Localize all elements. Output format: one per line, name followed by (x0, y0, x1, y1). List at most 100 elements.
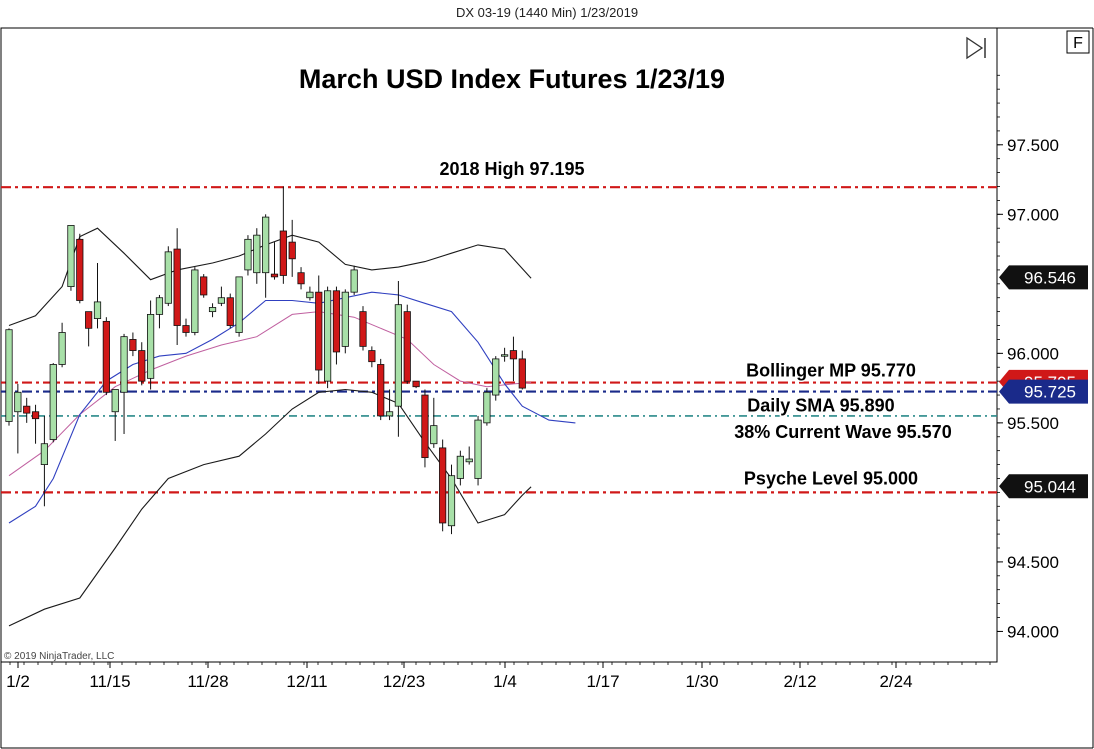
candle-16 (146, 300, 155, 390)
y-axis: 97.500 97.000 96.000 95.500 94.500 94.000 (997, 74, 1059, 641)
candle-body (191, 269, 199, 333)
series-bollinger_lower (8, 388, 532, 627)
copyright-text: © 2019 NinjaTrader, LLC (4, 651, 114, 662)
candle-51 (456, 450, 464, 486)
candle-body (217, 297, 225, 304)
candle-46 (412, 380, 420, 389)
candle-body (262, 216, 270, 274)
skip-to-end-icon[interactable] (962, 34, 992, 60)
candle-34 (306, 286, 314, 301)
candle-13 (120, 333, 128, 434)
candle-2 (23, 397, 31, 423)
candle-body (270, 273, 279, 278)
candle-body (465, 458, 473, 463)
candle-body (129, 339, 137, 351)
candle-body (456, 455, 464, 479)
candle-3 (31, 404, 40, 444)
candle-47 (421, 389, 429, 468)
price-marker-2: 95.725 (999, 379, 1088, 404)
candle-32 (288, 219, 296, 277)
x-tick-label: 12/23 (383, 672, 426, 691)
candle-body (182, 325, 190, 333)
candle-50 (447, 464, 456, 535)
candle-55 (492, 356, 500, 401)
candle-body (67, 225, 75, 288)
candle-body (315, 291, 323, 371)
candle-body (164, 251, 172, 304)
candle-56 (500, 347, 509, 362)
candle-28 (253, 228, 261, 284)
x-axis: 1/2 11/15 11/28 12/11 12/23 1/4 1/17 1/30 2/12 2/… (6, 662, 991, 691)
candle-body (244, 238, 252, 271)
candle-body (14, 391, 22, 413)
candle-body (138, 350, 146, 382)
candle-36 (323, 286, 332, 389)
x-tick-label: 1/4 (493, 672, 517, 691)
candle-body (76, 238, 84, 301)
candle-25 (226, 293, 234, 329)
candle-body (49, 364, 57, 440)
candle-45 (403, 304, 411, 384)
candle-body (323, 290, 332, 382)
candle-body (421, 394, 429, 459)
candle-body (173, 248, 181, 326)
series-sma (8, 291, 576, 524)
candle-body (146, 314, 155, 379)
candle-24 (217, 286, 225, 307)
x-tick-label: 1/17 (586, 672, 619, 691)
y-tick-label: 95.500 (1007, 414, 1059, 433)
candle-44 (394, 281, 403, 437)
candle-26 (235, 276, 243, 337)
candle-27 (244, 235, 252, 276)
x-tick-label: 2/12 (783, 672, 816, 691)
price-marker-3: 95.044 (999, 474, 1088, 499)
candle-body (155, 297, 164, 315)
svg-text:F: F (1073, 35, 1083, 52)
candle-body (200, 276, 208, 296)
candle-body (5, 329, 13, 422)
candle-53 (474, 415, 482, 486)
candle-body (474, 419, 482, 479)
candle-37 (332, 286, 341, 365)
candle-body (439, 447, 447, 524)
y-tick-label: 96.000 (1007, 344, 1059, 363)
x-tick-label: 11/15 (89, 672, 130, 691)
price-marker-box (999, 379, 1088, 404)
level-label-1: Bollinger MP 95.770 (746, 361, 916, 381)
candle-body (403, 311, 411, 382)
candle-21 (191, 267, 199, 336)
plot-frame (0, 27, 998, 663)
candle-body (93, 301, 102, 319)
price-marker-box (999, 474, 1088, 499)
y-tick-label: 97.500 (1007, 136, 1059, 155)
x-tick-label: 1/2 (6, 672, 30, 691)
candle-body (394, 304, 403, 407)
candle-38 (341, 289, 349, 354)
level-label-0: 2018 High 97.195 (439, 159, 584, 179)
level-label-4: Psyche Level 95.000 (744, 468, 918, 488)
candle-12 (111, 389, 119, 441)
candle-body (120, 336, 128, 393)
candle-7 (67, 225, 75, 291)
level-label-3: 38% Current Wave 95.570 (734, 422, 951, 442)
candle-body (377, 364, 385, 417)
candle-10 (93, 262, 102, 329)
candle-19 (173, 228, 181, 345)
candles (5, 186, 526, 535)
candle-body (23, 405, 31, 414)
candle-18 (164, 246, 172, 307)
candle-body (40, 443, 49, 465)
candle-body (509, 350, 518, 360)
level-labels: 2018 High 97.195 Bollinger MP 95.770 Daily… (438, 158, 953, 490)
candle-11 (102, 317, 110, 396)
candle-body (208, 307, 217, 313)
candle-body (483, 391, 491, 424)
candle-0 (5, 328, 13, 426)
candle-4 (40, 415, 49, 507)
x-tick-label: 2/24 (879, 672, 912, 691)
candle-54 (483, 388, 491, 426)
chart-title: March USD Index Futures 1/23/19 (299, 64, 725, 94)
format-button[interactable]: F (1066, 30, 1090, 54)
